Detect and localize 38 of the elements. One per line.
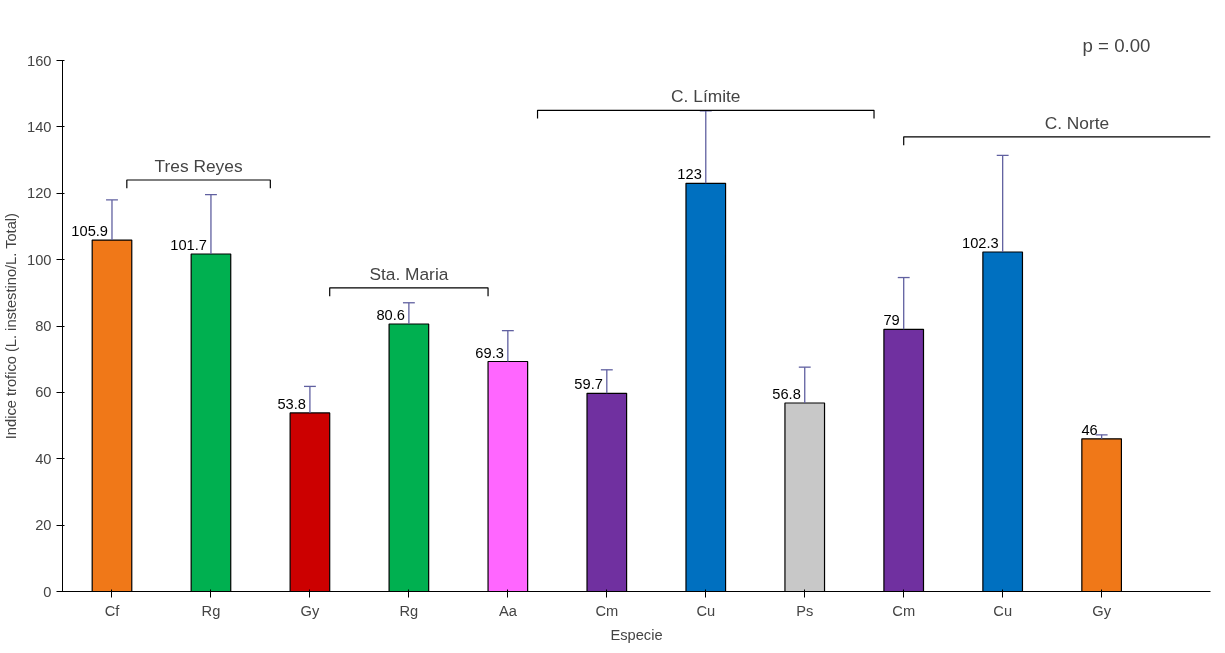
y-tick-label: 140 bbox=[27, 118, 52, 135]
x-tick-label: Cm bbox=[892, 602, 916, 619]
y-tick-label: 0 bbox=[43, 583, 52, 600]
text: p = 0.00 bbox=[1082, 34, 1151, 56]
y-tick-label: 160 bbox=[27, 52, 52, 69]
data-label: 59.7 bbox=[574, 376, 603, 393]
x-tick-label: Cf bbox=[104, 602, 121, 619]
annotation: Sta. Maria bbox=[369, 263, 449, 284]
x-tick-label: Rg bbox=[399, 602, 419, 619]
data-label: 80.6 bbox=[376, 307, 405, 324]
data-label: 56.8 bbox=[772, 385, 801, 402]
x-tick-label: Rg bbox=[201, 602, 221, 619]
x-tick-label: Gy bbox=[300, 602, 320, 619]
annotation: C. Límite bbox=[671, 86, 741, 107]
data-label: 123 bbox=[677, 166, 702, 183]
data-label: 79 bbox=[883, 312, 900, 329]
x-tick-label: Cm bbox=[595, 602, 619, 619]
x-tick-label: Gy bbox=[1092, 602, 1112, 619]
y-axis-title: Indice trofico (L. instestino/L. Total) bbox=[3, 213, 20, 440]
y-tick-label: 120 bbox=[27, 185, 52, 202]
x-axis-title: Especie bbox=[610, 626, 663, 643]
data-label: 46 bbox=[1081, 421, 1098, 438]
annotation: Tres Reyes bbox=[154, 155, 243, 176]
annotation: C. Norte bbox=[1044, 112, 1110, 133]
x-tick-label: Aa bbox=[498, 602, 518, 619]
x-tick-label: Ps bbox=[796, 602, 814, 619]
y-tick-label: 60 bbox=[35, 384, 52, 401]
y-tick-label: 20 bbox=[35, 517, 52, 534]
x-tick-label: Cu bbox=[993, 602, 1013, 619]
data-label: 105.9 bbox=[71, 223, 109, 240]
data-label: 53.8 bbox=[277, 395, 306, 412]
data-label: 69.3 bbox=[475, 344, 504, 361]
data-label: 101.7 bbox=[170, 236, 207, 253]
data-label: 102.3 bbox=[962, 234, 999, 251]
y-tick-label: 40 bbox=[35, 450, 52, 467]
y-tick-label: 80 bbox=[35, 318, 52, 334]
y-tick-label: 100 bbox=[27, 251, 52, 268]
x-tick-label: Cu bbox=[696, 602, 716, 619]
